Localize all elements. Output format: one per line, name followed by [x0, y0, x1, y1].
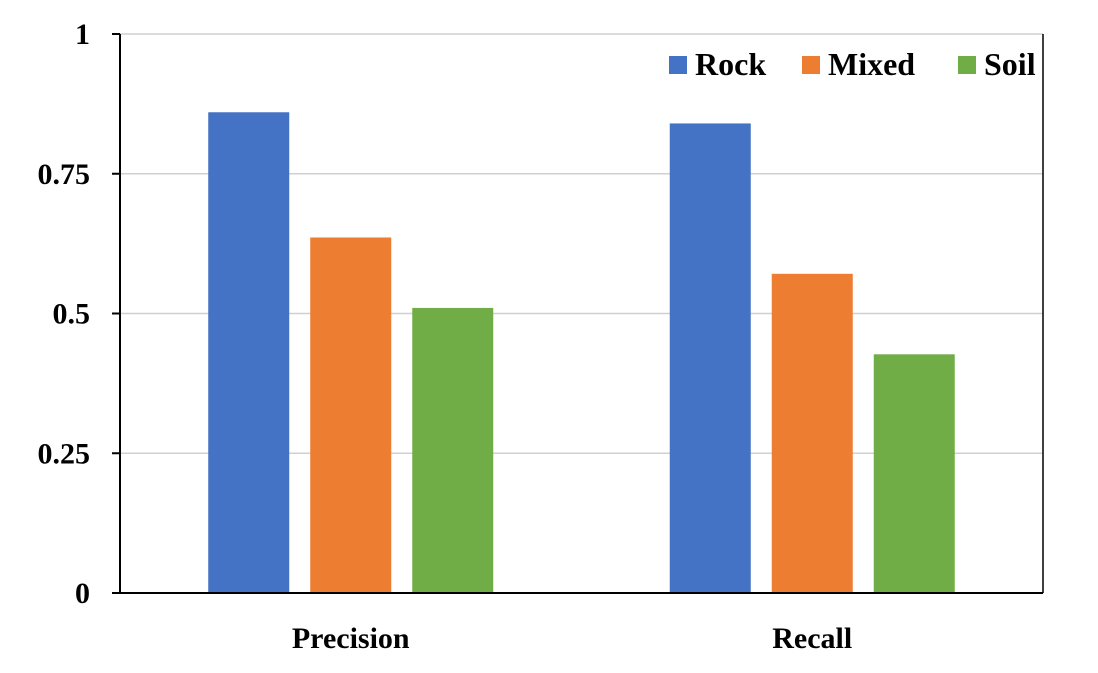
legend-swatch-mixed — [802, 56, 820, 74]
legend-swatch-rock — [669, 56, 687, 74]
bars — [208, 112, 955, 593]
bar-soil-precision — [412, 307, 494, 593]
legend-swatch-soil — [958, 56, 976, 74]
x-category-labels: Precision Recall — [292, 622, 852, 655]
bar-soil-recall — [873, 354, 955, 593]
legend-label-soil: Soil — [984, 46, 1036, 82]
bar-rock-recall — [669, 123, 751, 593]
y-tick-label: 1 — [75, 18, 90, 51]
bar-mixed-precision — [310, 237, 392, 593]
x-category-label: Recall — [772, 622, 852, 655]
bar-rock-precision — [208, 112, 290, 593]
legend-label-mixed: Mixed — [828, 46, 915, 82]
y-tick-label: 0.25 — [38, 437, 91, 470]
x-category-label: Precision — [292, 622, 410, 655]
legend-label-rock: Rock — [695, 46, 766, 82]
y-tick-label: 0.75 — [38, 158, 91, 191]
bar-mixed-recall — [771, 273, 853, 593]
legend: Rock Mixed Soil — [669, 46, 1036, 82]
y-tick-labels: 0 0.25 0.5 0.75 1 — [38, 18, 120, 610]
y-tick-label: 0.5 — [53, 298, 91, 331]
y-tick-label: 0 — [75, 577, 90, 610]
